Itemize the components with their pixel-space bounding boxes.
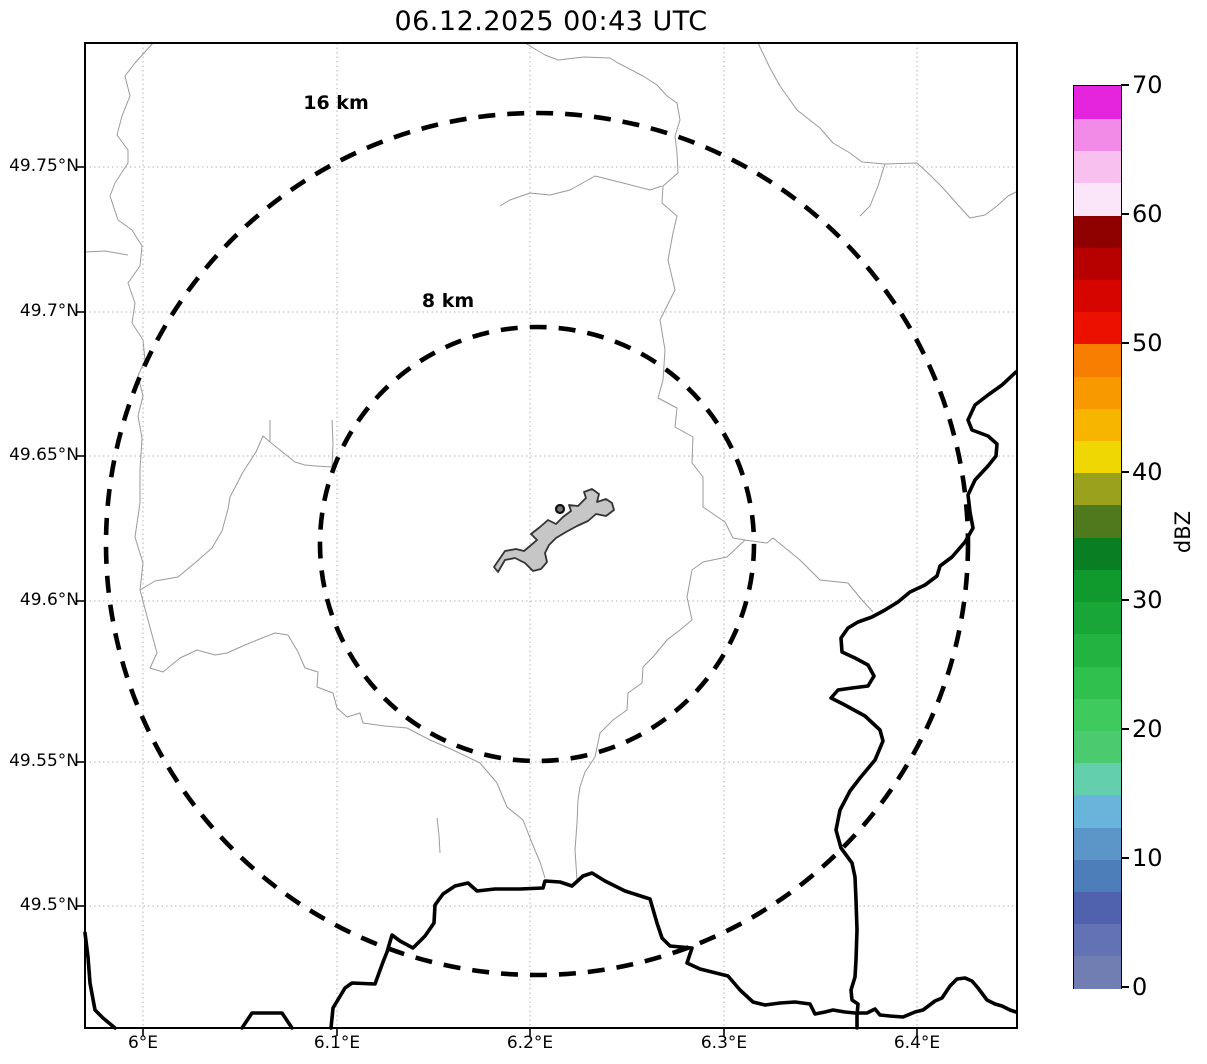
colorbar-segment <box>1074 311 1121 345</box>
colorbar-tick-mark <box>1121 599 1129 602</box>
range-ring-label: 16 km <box>303 92 369 114</box>
colorbar-axis-label: dBZ <box>1171 510 1195 554</box>
boundary-line <box>499 175 663 207</box>
colorbar-tick-label: 30 <box>1132 586 1163 615</box>
colorbar-segment <box>1074 730 1121 764</box>
colorbar-segment <box>1074 923 1121 957</box>
range-ring-label: 8 km <box>421 290 475 312</box>
country-border-southwest <box>83 931 117 1030</box>
colorbar-tick-label: 0 <box>1132 973 1148 1001</box>
colorbar-segment <box>1074 698 1121 731</box>
x-tick-label: 6.2°E <box>506 1033 554 1053</box>
range-ring-16-km <box>103 110 971 978</box>
x-tick-label: 6.4°E <box>893 1033 941 1053</box>
colorbar-segment <box>1074 826 1121 860</box>
colorbar-tick-mark <box>1121 857 1129 860</box>
colorbar-segment <box>1074 537 1121 570</box>
colorbar-segment <box>1074 601 1121 635</box>
colorbar-segment <box>1074 762 1121 796</box>
colorbar-segment <box>1074 214 1121 248</box>
colorbar-tick-label: 50 <box>1132 328 1163 357</box>
colorbar-segment <box>1074 569 1121 603</box>
colorbar-segment <box>1074 472 1121 506</box>
colorbar-tick-mark <box>1121 986 1129 988</box>
colorbar-segment <box>1074 955 1121 989</box>
colorbar-segment <box>1074 665 1121 699</box>
boundary-line <box>757 42 1017 219</box>
y-tick-label: 49.75°N <box>9 156 79 176</box>
colorbar-segment <box>1074 408 1121 442</box>
page-title: 06.12.2025 00:43 UTC <box>394 6 708 37</box>
country-border-bump <box>240 1011 294 1030</box>
x-tick-label: 6°E <box>127 1033 159 1053</box>
colorbar-segment <box>1074 859 1121 893</box>
boundary-line <box>139 589 546 879</box>
colorbar-segment <box>1074 247 1121 280</box>
y-tick-label: 49.7°N <box>19 301 79 321</box>
radar-site-marker <box>554 503 566 515</box>
plot-frame <box>84 42 1018 1029</box>
colorbar-segment <box>1074 440 1121 474</box>
colorbar-tick-label: 60 <box>1132 199 1163 228</box>
colorbar-tick-label: 10 <box>1132 844 1163 873</box>
boundary-line <box>859 163 886 217</box>
colorbar-segment <box>1074 86 1121 119</box>
colorbar-tick-mark <box>1121 84 1129 86</box>
colorbar-tick-mark <box>1121 341 1129 344</box>
country-border-south <box>329 871 1018 1030</box>
range-ring-layer <box>103 110 971 978</box>
colorbar <box>1073 85 1122 989</box>
colorbar-segment <box>1074 343 1121 377</box>
colorbar-segment <box>1074 150 1121 184</box>
colorbar-tick-mark <box>1121 470 1129 473</box>
country-border-lines <box>83 370 1018 1030</box>
boundary-line <box>331 419 334 468</box>
boundary-line <box>524 42 874 613</box>
colorbar-tick-mark <box>1121 728 1129 731</box>
colorbar-segment <box>1074 182 1121 216</box>
colorbar-segment <box>1074 375 1121 409</box>
colorbar-segment <box>1074 279 1121 313</box>
y-tick-label: 49.55°N <box>9 751 79 771</box>
colorbar-segment <box>1074 794 1121 828</box>
y-tick-label: 49.65°N <box>9 445 79 465</box>
colorbar-segment <box>1074 504 1121 538</box>
x-tick-label: 6.3°E <box>700 1033 748 1053</box>
boundary-line <box>139 435 333 591</box>
x-tick-label: 6.1°E <box>313 1033 361 1053</box>
country-border-east-river <box>829 370 1018 1030</box>
airport-polygon <box>493 488 615 573</box>
boundary-line <box>109 42 154 591</box>
admin-boundary-lines <box>84 42 1017 881</box>
boundary-line <box>574 539 746 881</box>
colorbar-segment <box>1074 633 1121 667</box>
colorbar-tick-label: 70 <box>1132 71 1163 99</box>
map-svg <box>77 42 1018 1036</box>
boundary-line <box>436 817 441 854</box>
colorbar-tick-mark <box>1121 212 1129 215</box>
airport-area <box>493 488 615 573</box>
y-tick-label: 49.6°N <box>19 590 79 610</box>
colorbar-segment <box>1074 891 1121 925</box>
axis-tick-layer <box>77 166 918 1036</box>
colorbar-segment <box>1074 118 1121 152</box>
range-ring-8-km <box>317 324 757 764</box>
y-tick-label: 49.5°N <box>19 895 79 915</box>
colorbar-tick-label: 40 <box>1132 457 1163 486</box>
boundary-line <box>84 250 129 256</box>
colorbar-tick-label: 20 <box>1132 715 1163 744</box>
